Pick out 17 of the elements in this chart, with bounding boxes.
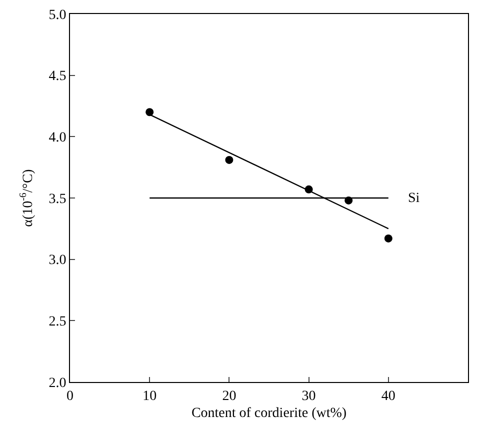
x-axis-title: Content of cordierite (wt%) [191, 406, 347, 422]
y-tick-label: 3.0 [48, 253, 66, 268]
point [384, 234, 392, 242]
x-tick-label: 10 [142, 388, 157, 404]
y-tick-label: 5.0 [48, 8, 66, 23]
point [225, 156, 234, 164]
x-tick-label: 40 [381, 388, 396, 404]
x-tick-label: 20 [222, 388, 236, 404]
y-tick-label: 4.0 [48, 130, 66, 146]
y-tick-label: 2.0 [48, 376, 66, 391]
x-tick-label: 30 [302, 388, 316, 404]
series-label: Si [408, 191, 420, 206]
y-tick-label: 4.5 [48, 69, 66, 84]
point [146, 108, 154, 116]
y-tick-label: 3.5 [48, 192, 66, 207]
x-tick-label: 0 [66, 388, 74, 404]
y-tick-label: 2.5 [48, 314, 66, 330]
